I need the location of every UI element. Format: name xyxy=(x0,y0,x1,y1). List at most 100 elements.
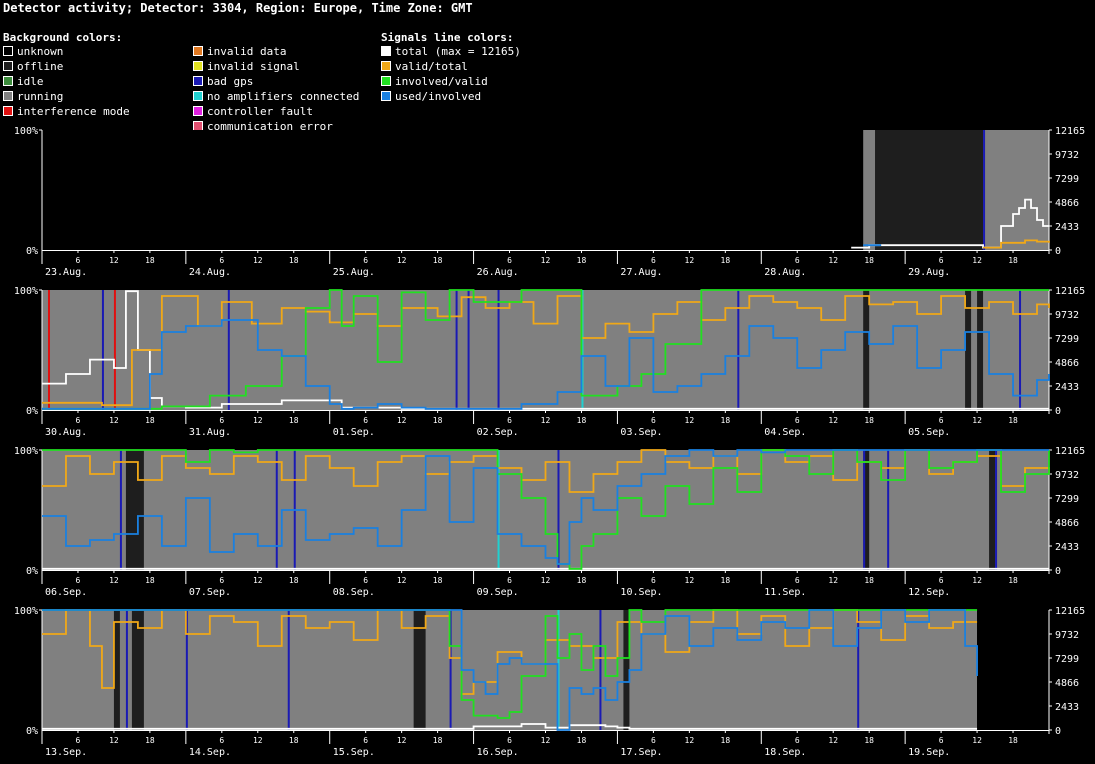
legend-swatch xyxy=(193,46,203,56)
hour-label: 6 xyxy=(219,416,224,425)
hour-label: 18 xyxy=(721,256,731,265)
hour-label: 18 xyxy=(289,416,299,425)
background-segment xyxy=(113,610,120,730)
hour-label: 18 xyxy=(145,736,155,745)
hour-label: 12 xyxy=(828,736,838,745)
hour-label: 6 xyxy=(939,576,944,585)
day-label: 11.Sep. xyxy=(764,587,806,598)
legend-swatch xyxy=(381,46,391,56)
legend-label: controller fault xyxy=(207,105,313,118)
day-label: 25.Aug. xyxy=(333,267,375,278)
hour-label: 18 xyxy=(864,416,874,425)
background-segment xyxy=(977,610,1049,730)
series-line xyxy=(42,290,1049,410)
background-segment xyxy=(42,130,864,250)
background-segment xyxy=(977,290,984,410)
legend-label: invalid signal xyxy=(207,60,300,73)
hour-label: 18 xyxy=(289,736,299,745)
hour-label: 12 xyxy=(972,416,982,425)
state-marker xyxy=(497,450,500,570)
hour-label: 12 xyxy=(397,416,407,425)
hour-label: 6 xyxy=(795,256,800,265)
hour-label: 18 xyxy=(1008,736,1018,745)
hour-label: 18 xyxy=(721,736,731,745)
legend-label: no amplifiers connected xyxy=(207,90,360,103)
legend-swatch xyxy=(193,91,203,101)
left-axis-label: 100% xyxy=(14,446,38,457)
state-marker xyxy=(125,610,128,730)
background-legend-item: invalid signal xyxy=(193,60,300,75)
background-segment xyxy=(863,130,876,250)
hour-label: 12 xyxy=(253,416,263,425)
background-segment xyxy=(131,610,144,730)
day-label: 10.Sep. xyxy=(620,587,662,598)
background-legend-item: invalid data xyxy=(193,45,286,60)
hour-label: 6 xyxy=(507,736,512,745)
legend-swatch xyxy=(193,61,203,71)
day-label: 01.Sep. xyxy=(333,427,375,438)
hour-label: 12 xyxy=(397,736,407,745)
hour-label: 6 xyxy=(76,256,81,265)
state-marker xyxy=(101,290,104,410)
hour-label: 6 xyxy=(651,736,656,745)
background-segment xyxy=(125,450,144,570)
hour-label: 6 xyxy=(76,576,81,585)
right-axis-label: 7299 xyxy=(1055,174,1079,185)
hour-label: 6 xyxy=(795,736,800,745)
day-label: 27.Aug. xyxy=(620,267,662,278)
hour-label: 6 xyxy=(363,736,368,745)
hour-label: 6 xyxy=(363,416,368,425)
hour-label: 12 xyxy=(972,576,982,585)
hour-label: 12 xyxy=(828,576,838,585)
day-label: 13.Sep. xyxy=(45,747,87,758)
hour-label: 12 xyxy=(109,736,119,745)
hour-label: 6 xyxy=(795,576,800,585)
legend-label: bad gps xyxy=(207,75,254,88)
hour-label: 18 xyxy=(433,576,443,585)
hour-label: 12 xyxy=(253,256,263,265)
state-marker xyxy=(467,290,470,410)
signal-legend-item: used/involved xyxy=(381,90,481,105)
legend-label: interference mode xyxy=(17,105,130,118)
right-axis-label: 7299 xyxy=(1055,334,1079,345)
hour-label: 18 xyxy=(1008,416,1018,425)
hour-label: 6 xyxy=(363,256,368,265)
hour-label: 12 xyxy=(828,256,838,265)
background-legend-header: Background colors: xyxy=(3,31,123,44)
right-axis-label: 2433 xyxy=(1055,542,1079,553)
right-axis-label: 4866 xyxy=(1055,678,1079,689)
hour-label: 12 xyxy=(685,736,695,745)
right-axis-label: 12165 xyxy=(1055,606,1085,617)
hour-label: 18 xyxy=(289,576,299,585)
hour-label: 6 xyxy=(651,416,656,425)
legend-swatch xyxy=(381,61,391,71)
background-segment xyxy=(965,290,972,410)
legend-label: idle xyxy=(17,75,44,88)
legend-label: offline xyxy=(17,60,64,73)
hour-label: 18 xyxy=(577,576,587,585)
hour-label: 12 xyxy=(541,736,551,745)
state-marker xyxy=(863,450,866,570)
day-label: 19.Sep. xyxy=(908,747,950,758)
hour-label: 12 xyxy=(685,576,695,585)
hour-label: 12 xyxy=(828,416,838,425)
day-label: 08.Sep. xyxy=(333,587,375,598)
hour-label: 18 xyxy=(433,416,443,425)
day-label: 23.Aug. xyxy=(45,267,87,278)
hour-label: 12 xyxy=(541,416,551,425)
state-marker xyxy=(557,610,560,730)
hour-label: 6 xyxy=(219,736,224,745)
legend-label: valid/total xyxy=(395,60,468,73)
background-segment xyxy=(623,610,630,730)
right-axis-label: 12165 xyxy=(1055,446,1085,457)
hour-label: 18 xyxy=(721,416,731,425)
day-label: 30.Aug. xyxy=(45,427,87,438)
hour-label: 6 xyxy=(939,256,944,265)
state-marker xyxy=(113,290,116,410)
hour-label: 18 xyxy=(145,576,155,585)
hour-label: 6 xyxy=(76,416,81,425)
legend-label: involved/valid xyxy=(395,75,488,88)
state-marker xyxy=(497,290,500,410)
hour-label: 6 xyxy=(507,256,512,265)
legend-label: total (max = 12165) xyxy=(395,45,521,58)
